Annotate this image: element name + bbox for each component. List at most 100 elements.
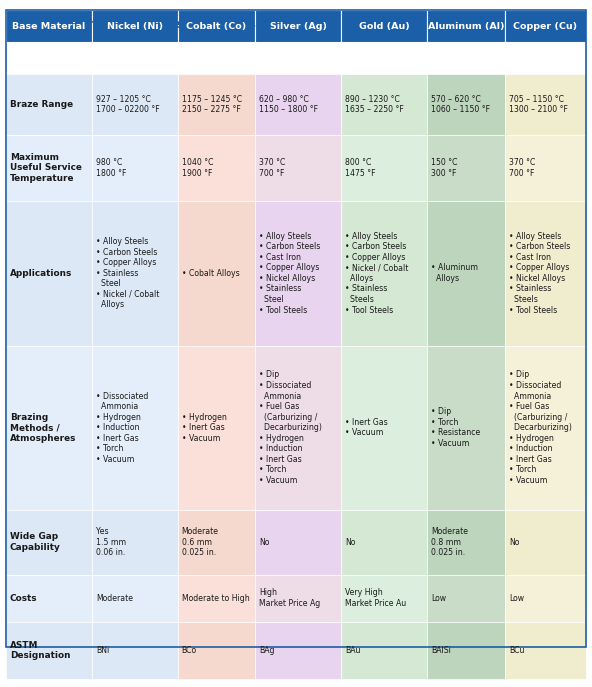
- Bar: [92, 510, 178, 574]
- Text: Brazing
Methods /
Atmospheres: Brazing Methods / Atmospheres: [10, 413, 76, 442]
- Text: Moderate: Moderate: [96, 594, 133, 602]
- Bar: [6, 574, 92, 622]
- Text: Very High
Market Price Au: Very High Market Price Au: [345, 589, 407, 608]
- Text: • Aluminum
  Alloys: • Aluminum Alloys: [431, 263, 478, 283]
- Text: • Alloy Steels
• Carbon Steels
• Copper Alloys
• Stainless
  Steel
• Nickel / Co: • Alloy Steels • Carbon Steels • Copper …: [96, 237, 159, 309]
- Text: 570 – 620 °C
1060 – 1150 °F: 570 – 620 °C 1060 – 1150 °F: [431, 95, 490, 115]
- Bar: [427, 346, 505, 510]
- Bar: [255, 74, 341, 135]
- Bar: [6, 74, 92, 135]
- Bar: [427, 510, 505, 574]
- Bar: [178, 622, 255, 679]
- Text: BAu: BAu: [345, 646, 361, 655]
- Bar: [255, 622, 341, 679]
- Text: BCo: BCo: [182, 646, 197, 655]
- Text: Low: Low: [431, 594, 446, 602]
- Text: Wide Gap
Capability: Wide Gap Capability: [10, 532, 61, 552]
- Bar: [178, 510, 255, 574]
- Bar: [178, 135, 255, 201]
- Bar: [178, 10, 255, 42]
- Bar: [92, 201, 178, 346]
- Text: BCu: BCu: [509, 646, 525, 655]
- Bar: [255, 510, 341, 574]
- Text: 620 – 980 °C
1150 – 1800 °F: 620 – 980 °C 1150 – 1800 °F: [259, 95, 318, 115]
- Bar: [505, 135, 586, 201]
- Bar: [6, 346, 92, 510]
- Text: • Dip
• Dissociated
  Ammonia
• Fuel Gas
  (Carburizing /
  Decarburizing)
• Hyd: • Dip • Dissociated Ammonia • Fuel Gas (…: [509, 370, 572, 485]
- Bar: [505, 74, 586, 135]
- Text: • Alloy Steels
• Carbon Steels
• Cast Iron
• Copper Alloys
• Nickel Alloys
• Sta: • Alloy Steels • Carbon Steels • Cast Ir…: [259, 232, 321, 315]
- Text: • Dip
• Dissociated
  Ammonia
• Fuel Gas
  (Carburizing /
  Decarburizing)
• Hyd: • Dip • Dissociated Ammonia • Fuel Gas (…: [259, 370, 322, 485]
- Bar: [505, 201, 586, 346]
- Bar: [427, 10, 505, 42]
- Text: • Dip
• Torch
• Resistance
• Vacuum: • Dip • Torch • Resistance • Vacuum: [431, 407, 480, 448]
- Bar: [255, 201, 341, 346]
- Bar: [427, 574, 505, 622]
- Text: 980 °C
1800 °F: 980 °C 1800 °F: [96, 158, 126, 178]
- Text: • Cobalt Alloys: • Cobalt Alloys: [182, 269, 239, 278]
- Text: 800 °C
1475 °F: 800 °C 1475 °F: [345, 158, 376, 178]
- Bar: [341, 74, 427, 135]
- Bar: [427, 135, 505, 201]
- Text: Aluminum (Al): Aluminum (Al): [427, 21, 504, 30]
- Text: Braze Filler Metal Base Materials: Braze Filler Metal Base Materials: [8, 18, 256, 31]
- Text: High
Market Price Ag: High Market Price Ag: [259, 589, 321, 608]
- Bar: [92, 346, 178, 510]
- Text: Base Material: Base Material: [12, 21, 86, 30]
- Bar: [255, 346, 341, 510]
- Text: • Inert Gas
• Vacuum: • Inert Gas • Vacuum: [345, 418, 388, 438]
- Bar: [505, 622, 586, 679]
- Text: Applications: Applications: [10, 269, 72, 278]
- Text: Low: Low: [509, 594, 524, 602]
- Text: BNi: BNi: [96, 646, 109, 655]
- Text: ASTM
Designation: ASTM Designation: [10, 641, 70, 660]
- Bar: [92, 622, 178, 679]
- Text: No: No: [345, 538, 356, 547]
- Bar: [505, 10, 586, 42]
- Text: Moderate
0.8 mm
0.025 in.: Moderate 0.8 mm 0.025 in.: [431, 527, 468, 557]
- Text: Braze Range: Braze Range: [10, 100, 73, 109]
- Text: No: No: [509, 538, 519, 547]
- Text: Silver (Ag): Silver (Ag): [270, 21, 327, 30]
- Text: Maximum
Useful Service
Temperature: Maximum Useful Service Temperature: [10, 153, 82, 183]
- Text: Nickel (Ni): Nickel (Ni): [107, 21, 163, 30]
- Bar: [255, 135, 341, 201]
- Bar: [92, 135, 178, 201]
- Text: Gold (Au): Gold (Au): [359, 21, 410, 30]
- Bar: [6, 622, 92, 679]
- Bar: [427, 74, 505, 135]
- Bar: [6, 10, 92, 42]
- Text: 890 – 1230 °C
1635 – 2250 °F: 890 – 1230 °C 1635 – 2250 °F: [345, 95, 404, 115]
- Bar: [505, 574, 586, 622]
- Text: 150 °C
300 °F: 150 °C 300 °F: [431, 158, 458, 178]
- Bar: [178, 74, 255, 135]
- Text: Moderate
0.6 mm
0.025 in.: Moderate 0.6 mm 0.025 in.: [182, 527, 218, 557]
- Text: • Alloy Steels
• Carbon Steels
• Cast Iron
• Copper Alloys
• Nickel Alloys
• Sta: • Alloy Steels • Carbon Steels • Cast Ir…: [509, 232, 570, 315]
- Bar: [427, 201, 505, 346]
- Text: • Hydrogen
• Inert Gas
• Vacuum: • Hydrogen • Inert Gas • Vacuum: [182, 413, 227, 442]
- Bar: [341, 510, 427, 574]
- Bar: [178, 574, 255, 622]
- Text: • Alloy Steels
• Carbon Steels
• Copper Alloys
• Nickel / Cobalt
  Alloys
• Stai: • Alloy Steels • Carbon Steels • Copper …: [345, 232, 408, 315]
- Text: 370 °C
700 °F: 370 °C 700 °F: [259, 158, 286, 178]
- Bar: [6, 201, 92, 346]
- Bar: [427, 622, 505, 679]
- Bar: [341, 135, 427, 201]
- Text: Cobalt (Co): Cobalt (Co): [186, 21, 247, 30]
- Bar: [341, 201, 427, 346]
- Text: BAg: BAg: [259, 646, 275, 655]
- Text: 1175 – 1245 °C
2150 – 2275 °F: 1175 – 1245 °C 2150 – 2275 °F: [182, 95, 242, 115]
- Bar: [341, 346, 427, 510]
- Bar: [92, 574, 178, 622]
- Text: • Dissociated
  Ammonia
• Hydrogen
• Induction
• Inert Gas
• Torch
• Vacuum: • Dissociated Ammonia • Hydrogen • Induc…: [96, 392, 148, 464]
- Bar: [92, 10, 178, 42]
- Bar: [341, 622, 427, 679]
- Bar: [505, 510, 586, 574]
- Text: No: No: [259, 538, 270, 547]
- Bar: [92, 74, 178, 135]
- Bar: [178, 346, 255, 510]
- Text: Costs: Costs: [10, 594, 37, 602]
- Text: BAISi: BAISi: [431, 646, 451, 655]
- Bar: [6, 135, 92, 201]
- Text: 1040 °C
1900 °F: 1040 °C 1900 °F: [182, 158, 213, 178]
